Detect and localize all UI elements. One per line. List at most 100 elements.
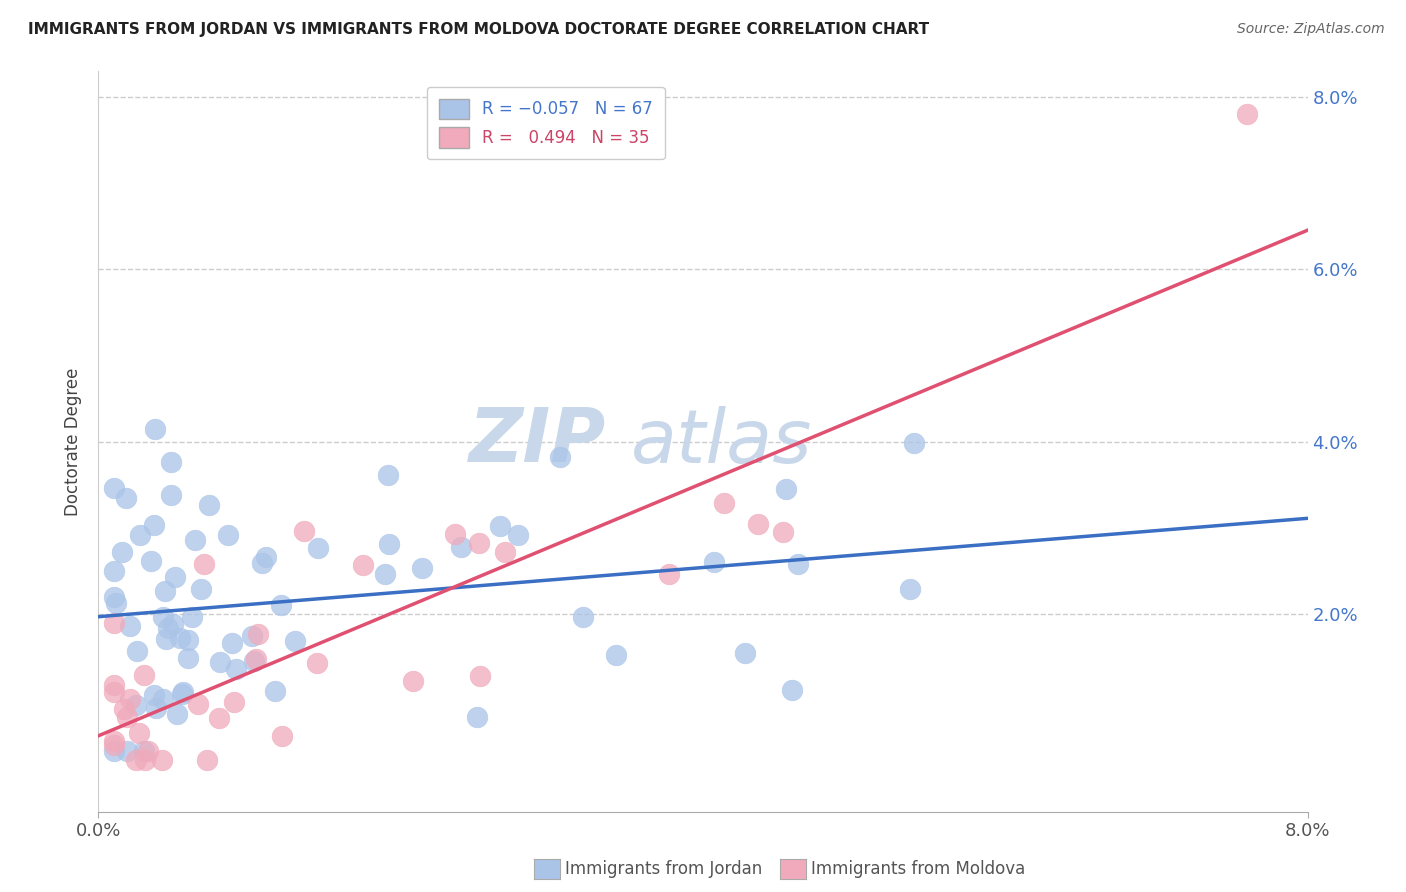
Y-axis label: Doctorate Degree: Doctorate Degree (65, 368, 83, 516)
Point (378, 537, 401, 551)
Point (103, 481, 125, 495)
Text: IMMIGRANTS FROM JORDAN VS IMMIGRANTS FROM MOLDOVA DOCTORATE DEGREE CORRELATION C: IMMIGRANTS FROM JORDAN VS IMMIGRANTS FRO… (28, 22, 929, 37)
Point (658, 567, 681, 582)
Point (132, 744, 155, 758)
Point (450, 541, 472, 555)
Text: ZIP: ZIP (470, 405, 606, 478)
Point (177, 633, 200, 648)
Point (136, 744, 159, 758)
Point (142, 518, 165, 533)
Point (377, 467, 399, 482)
Point (143, 689, 166, 703)
Point (713, 496, 735, 510)
Point (548, 450, 571, 465)
Point (115, 491, 138, 505)
Point (183, 533, 205, 548)
Point (104, 596, 127, 610)
Point (125, 698, 148, 713)
Point (747, 517, 769, 532)
Point (162, 617, 184, 632)
Point (494, 544, 516, 558)
Point (103, 678, 125, 692)
Text: Immigrants from Moldova: Immigrants from Moldova (811, 860, 1025, 878)
Point (352, 558, 374, 573)
Point (132, 667, 155, 681)
Point (195, 753, 218, 767)
Point (103, 564, 125, 578)
Point (1236, 107, 1258, 121)
Point (134, 753, 156, 767)
Point (254, 549, 277, 564)
Point (177, 651, 200, 665)
Point (103, 738, 125, 752)
Point (198, 498, 221, 512)
Point (150, 753, 173, 767)
Point (152, 609, 174, 624)
Point (411, 561, 433, 575)
Point (264, 684, 287, 698)
Point (572, 610, 595, 624)
Point (221, 635, 243, 649)
Point (374, 567, 396, 582)
Point (444, 526, 467, 541)
Point (143, 422, 166, 436)
Point (128, 726, 150, 740)
Point (103, 684, 125, 698)
Point (117, 744, 139, 758)
Point (163, 570, 186, 584)
Text: Source: ZipAtlas.com: Source: ZipAtlas.com (1237, 22, 1385, 37)
Point (307, 541, 329, 556)
Point (190, 582, 212, 597)
Point (225, 662, 247, 676)
Point (103, 744, 125, 758)
Point (307, 656, 329, 670)
Point (155, 632, 177, 646)
Point (103, 734, 125, 748)
Point (402, 673, 425, 688)
Point (181, 609, 204, 624)
Text: Immigrants from Jordan: Immigrants from Jordan (565, 860, 762, 878)
Point (772, 525, 794, 540)
Point (508, 528, 530, 542)
Point (128, 528, 150, 542)
Point (187, 697, 209, 711)
Point (292, 524, 315, 538)
Point (120, 618, 142, 632)
Point (284, 633, 307, 648)
Point (222, 695, 245, 709)
Text: atlas: atlas (630, 406, 811, 477)
Point (217, 528, 239, 542)
Point (125, 753, 148, 767)
Point (157, 621, 180, 635)
Point (703, 555, 725, 569)
Point (145, 700, 167, 714)
Point (112, 702, 135, 716)
Point (898, 582, 921, 596)
Point (468, 536, 491, 550)
Point (103, 615, 125, 630)
Point (245, 652, 267, 666)
Point (160, 488, 183, 502)
Point (103, 590, 125, 604)
Point (172, 687, 194, 701)
Point (246, 626, 269, 640)
Point (243, 655, 266, 669)
Point (605, 648, 627, 662)
Point (780, 683, 803, 698)
Point (271, 729, 294, 743)
Point (172, 684, 194, 698)
Point (160, 455, 183, 469)
Point (118, 692, 141, 706)
Point (270, 598, 292, 612)
Point (152, 691, 174, 706)
Point (465, 710, 488, 724)
Point (903, 436, 925, 450)
Point (166, 706, 188, 721)
Point (489, 518, 512, 533)
Point (787, 558, 810, 572)
Point (115, 710, 138, 724)
Point (468, 669, 491, 683)
Point (240, 629, 263, 643)
Legend: R = −0.057   N = 67, R =   0.494   N = 35: R = −0.057 N = 67, R = 0.494 N = 35 (427, 87, 665, 160)
Point (153, 584, 176, 599)
